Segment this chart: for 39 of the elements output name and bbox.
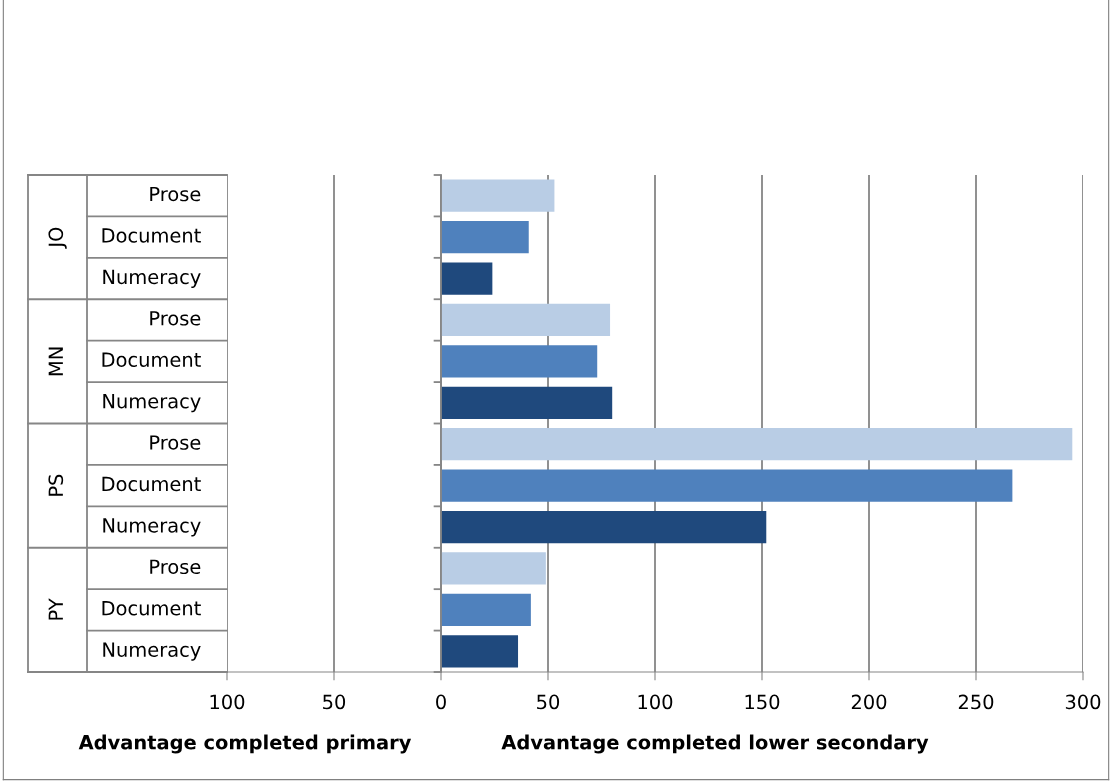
y-tick-label: Prose (150, 435, 201, 450)
x-tick-label: 50 (537, 694, 560, 710)
x-tick-label: 100 (638, 694, 673, 710)
text: MN (48, 347, 63, 376)
y-tick-label: Document (102, 352, 201, 368)
x-axis-title: Advantage completed lower secondary (501, 734, 929, 754)
y-tick-label: Numeracy (103, 518, 201, 537)
bar (441, 510, 767, 544)
y-tick-label: Prose (150, 186, 201, 202)
text: PS (48, 474, 64, 496)
x-tick-label: 200 (851, 694, 887, 710)
y-tick-label: Prose (150, 311, 201, 326)
text: JO (48, 227, 67, 249)
text: PY (48, 598, 63, 620)
bar (441, 262, 493, 295)
y-tick-label: Prose (150, 559, 201, 575)
bar (441, 303, 611, 337)
bar (441, 386, 613, 419)
y-tick-label: Numeracy (103, 642, 201, 661)
bar (441, 179, 555, 212)
y-tick-label: Numeracy (103, 269, 201, 288)
x-tick-label: 0 (436, 694, 446, 710)
y-tick-label: Document (102, 476, 201, 492)
bar (441, 635, 519, 668)
x-tick-label: 150 (745, 694, 780, 710)
text: Advantage completed primary (78, 734, 412, 754)
bar (441, 345, 598, 378)
x-tick-label: 50 (323, 694, 346, 710)
bar (441, 552, 546, 585)
y-tick-label: Document (102, 601, 201, 616)
y-tick-label: Numeracy (103, 393, 201, 413)
bar (441, 593, 531, 627)
x-tick-label: 250 (958, 694, 994, 710)
x-tick-label: 100 (210, 694, 245, 710)
bar (441, 428, 1073, 461)
x-tick-label: 300 (1065, 694, 1101, 710)
bar (441, 220, 529, 254)
y-tick-label: Document (102, 228, 201, 243)
bar (441, 469, 1013, 502)
